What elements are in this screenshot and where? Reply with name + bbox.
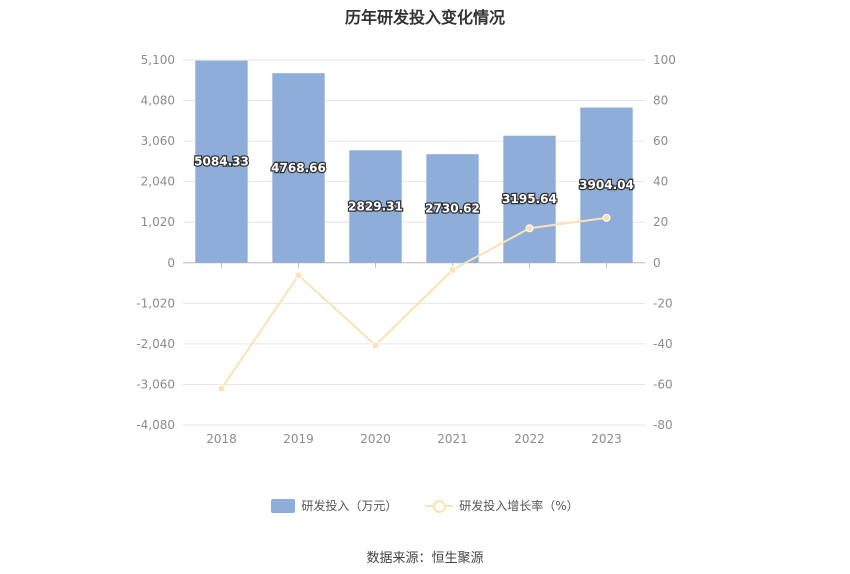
bar	[503, 135, 556, 263]
bar	[580, 107, 633, 263]
y-right-tick-label: 20	[653, 215, 668, 229]
legend-item-bar[interactable]: 研发投入（万元）	[271, 497, 397, 514]
y-right-tick-label: 40	[653, 175, 668, 189]
bar	[349, 150, 402, 263]
legend: 研发投入（万元） 研发投入增长率（%）	[0, 497, 850, 516]
legend-item-line[interactable]: 研发投入增长率（%）	[425, 497, 579, 514]
bar	[272, 73, 325, 263]
y-left-tick-label: -2,040	[136, 337, 175, 351]
y-right-tick-label: -20	[653, 296, 673, 310]
line-point	[602, 213, 611, 222]
x-tick-label: 2022	[514, 432, 545, 446]
y-left-tick-label: -3,060	[136, 377, 175, 391]
y-right-tick-label: -80	[653, 418, 673, 432]
bar-data-label: 2730.62	[425, 201, 480, 215]
x-tick-label: 2021	[437, 432, 468, 446]
line-point	[525, 224, 534, 233]
x-tick-label: 2020	[360, 432, 391, 446]
y-right-tick-label: 80	[653, 94, 668, 108]
x-tick-label: 2023	[591, 432, 622, 446]
y-right-tick-label: 0	[653, 256, 661, 270]
legend-bar-swatch	[271, 498, 296, 513]
y-left-tick-label: 0	[167, 256, 175, 270]
bar-data-label: 3195.64	[502, 192, 557, 206]
y-left-tick-label: -1,020	[136, 296, 175, 310]
y-left-tick-label: 4,080	[141, 94, 175, 108]
bar-data-label: 5084.33	[194, 155, 249, 169]
y-left-tick-label: 2,040	[141, 175, 175, 189]
line-point	[294, 271, 303, 280]
y-right-tick-label: -40	[653, 337, 673, 351]
chart-title: 历年研发投入变化情况	[344, 8, 505, 27]
y-right-tick-label: 100	[653, 53, 676, 67]
x-tick-label: 2019	[283, 432, 314, 446]
bar-data-label: 2829.31	[348, 200, 403, 214]
y-left-tick-label: 3,060	[141, 134, 175, 148]
y-left-tick-label: 1,020	[141, 215, 175, 229]
line-point	[217, 384, 226, 393]
legend-bar-label: 研发投入（万元）	[301, 499, 398, 513]
y-left-tick-label: 5,100	[141, 53, 175, 67]
bar-data-label: 4768.66	[271, 161, 326, 175]
data-source: 数据来源：恒生聚源	[366, 551, 484, 566]
bar-data-label: 3904.04	[579, 178, 634, 192]
line-point	[448, 265, 457, 274]
legend-line-label: 研发投入增长率（%）	[459, 499, 579, 513]
y-right-tick-label: -60	[653, 377, 673, 391]
bar	[426, 154, 479, 263]
bar	[195, 60, 248, 263]
legend-line-swatch	[425, 499, 454, 513]
growth-line	[220, 216, 607, 390]
line-point	[371, 341, 380, 350]
y-right-tick-label: 60	[653, 134, 668, 148]
y-left-tick-label: -4,080	[136, 418, 175, 432]
x-tick-label: 2018	[206, 432, 237, 446]
